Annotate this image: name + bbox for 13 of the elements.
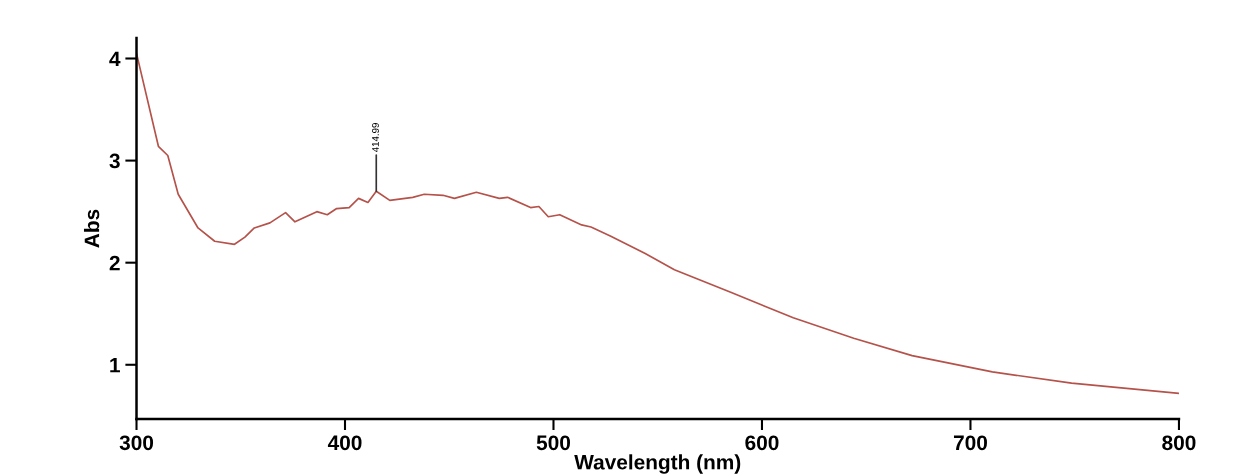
y-tick-label: 2 <box>109 255 120 271</box>
x-tick-label: 800 <box>1162 435 1196 451</box>
x-tick-label: 300 <box>119 435 154 451</box>
y-axis-title: Abs <box>83 209 100 248</box>
x-tick-label: 700 <box>953 435 987 451</box>
y-tick-label: 1 <box>110 357 120 373</box>
x-tick-label: 500 <box>536 435 571 451</box>
y-tick-label: 4 <box>109 51 121 67</box>
annotation: 414.99 <box>372 123 379 153</box>
x-tick-label: 600 <box>745 435 779 451</box>
y-tick-label: 3 <box>109 153 120 169</box>
x-tick-label: 400 <box>327 435 362 451</box>
x-axis-title: Wavelength (nm) <box>574 454 741 474</box>
